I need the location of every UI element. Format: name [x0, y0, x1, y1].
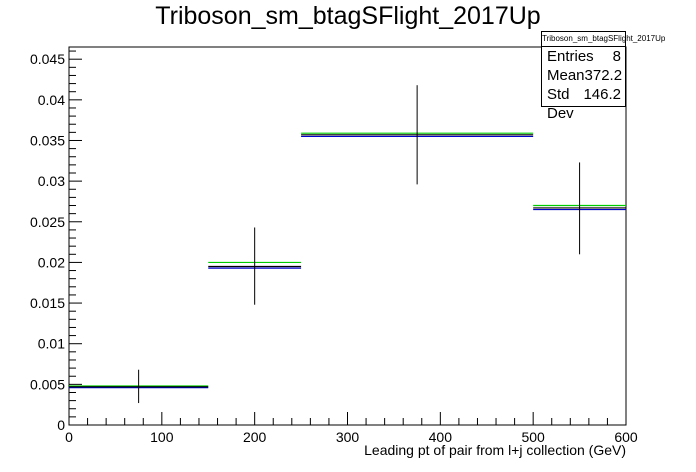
stats-value: 372.2: [584, 67, 623, 84]
y-tick-label: 0: [57, 417, 65, 433]
stats-value: 8: [612, 48, 621, 65]
stats-row-stddev: Std Dev 146.2: [542, 85, 625, 123]
x-tick-label: 400: [429, 429, 453, 445]
x-tick-label: 300: [336, 429, 360, 445]
y-tick-label: 0.005: [30, 376, 65, 392]
x-axis-label: Leading pt of pair from l+j collection (…: [364, 442, 626, 458]
stats-label: Entries: [547, 48, 594, 65]
stats-row-mean: Mean 372.2: [542, 66, 625, 85]
y-tick-label: 0.04: [38, 92, 65, 108]
x-tick-label: 200: [243, 429, 267, 445]
x-tick-label: 600: [614, 429, 638, 445]
y-tick-label: 0.025: [30, 214, 65, 230]
y-tick-label: 0.03: [38, 173, 65, 189]
stats-label: Std Dev: [547, 86, 574, 122]
stats-title: Triboson_sm_btagSFlight_2017Up: [542, 32, 665, 47]
x-tick-label: 0: [65, 429, 73, 445]
x-tick-label: 100: [150, 429, 174, 445]
y-tick-label: 0.015: [30, 295, 65, 311]
y-tick-label: 0.01: [38, 336, 65, 352]
y-tick-label: 0.045: [30, 51, 65, 67]
chart-title: Triboson_sm_btagSFlight_2017Up: [155, 2, 541, 30]
y-tick-label: 0.035: [30, 132, 65, 148]
stats-value: 146.2: [583, 86, 621, 103]
x-tick-label: 500: [521, 429, 545, 445]
y-tick-label: 0.02: [38, 254, 65, 270]
stats-label: Mean: [547, 67, 585, 84]
stats-row-entries: Entries 8: [542, 47, 625, 66]
stats-box: Triboson_sm_btagSFlight_2017Up Entries 8…: [541, 31, 665, 122]
